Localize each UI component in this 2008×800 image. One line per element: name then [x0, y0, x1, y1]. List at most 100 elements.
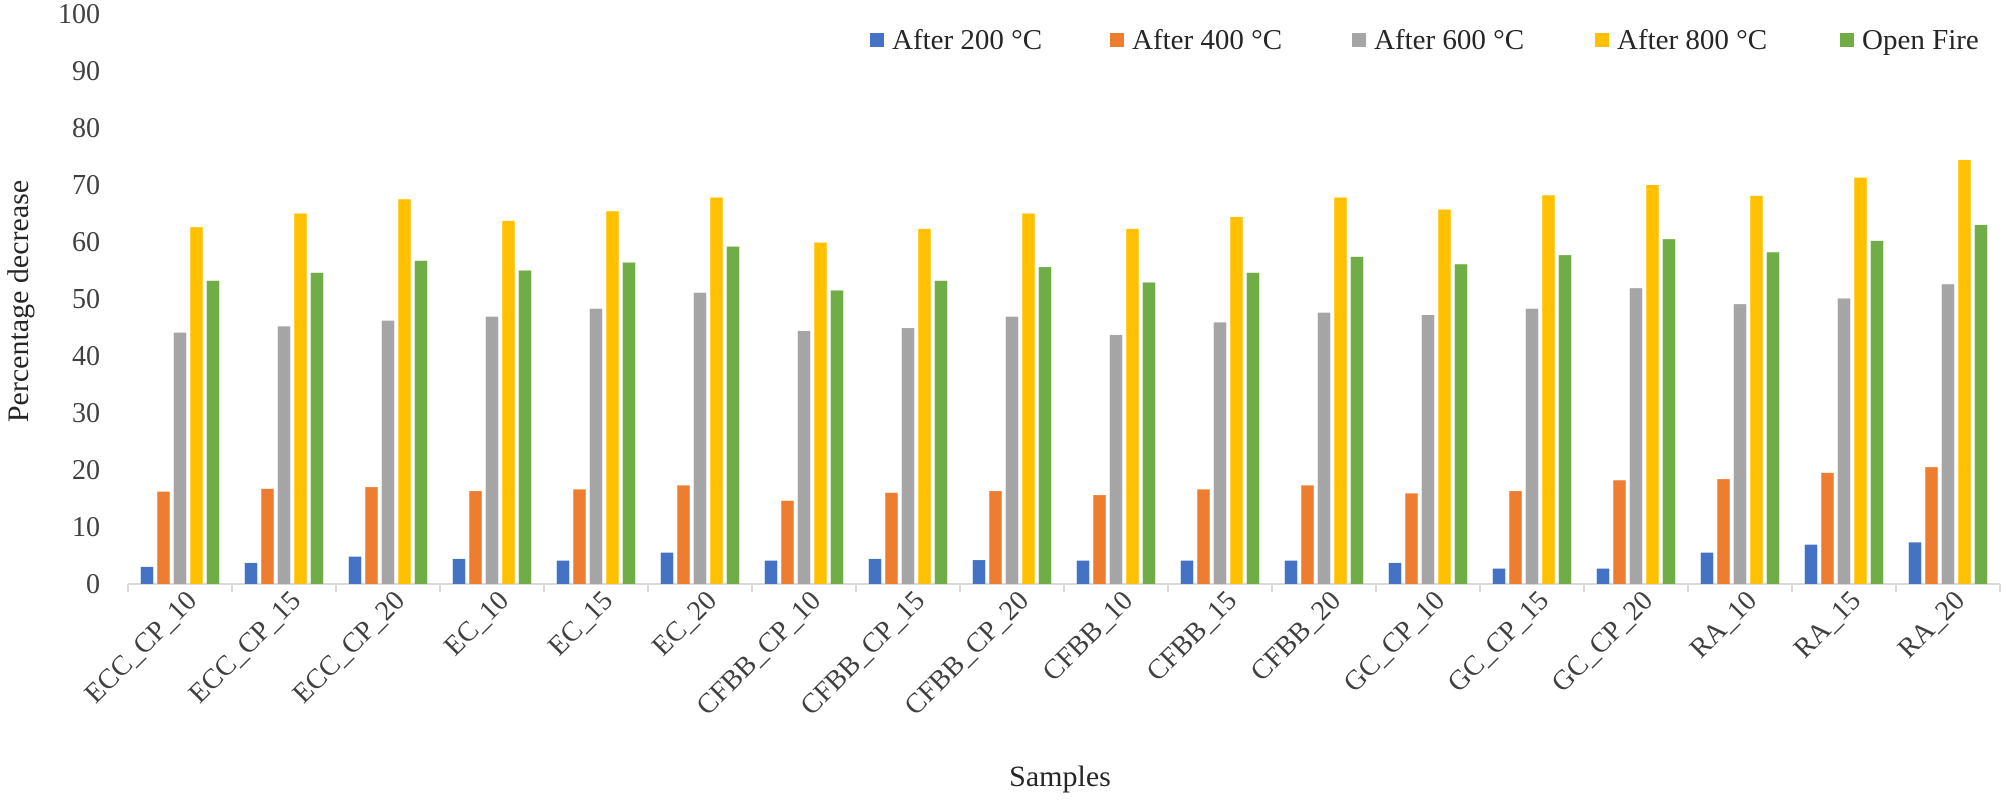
- bar: [1854, 177, 1867, 584]
- bar: [677, 485, 690, 584]
- bar: [157, 491, 170, 584]
- x-tick-label: GC_CP_20: [1546, 585, 1659, 698]
- x-tick-label: RA_10: [1684, 585, 1763, 664]
- bar: [1646, 185, 1659, 584]
- legend-label: Open Fire: [1862, 24, 1979, 56]
- bar: [1750, 195, 1763, 584]
- bar: [918, 228, 931, 584]
- bar: [1005, 316, 1019, 584]
- bar: [1596, 568, 1610, 584]
- bar: [1662, 239, 1676, 584]
- x-tick-label: ECC_CP_10: [79, 585, 203, 709]
- x-tick-label: EC_15: [542, 585, 619, 662]
- bar: [452, 558, 466, 584]
- bar: [173, 332, 187, 584]
- bar: [1334, 197, 1347, 585]
- y-tick-label: 40: [72, 341, 100, 372]
- x-tick-label: CFBB_15: [1141, 585, 1243, 687]
- y-tick-label: 0: [86, 569, 100, 600]
- bar: [1180, 560, 1194, 584]
- bar: [830, 290, 844, 584]
- bar: [310, 272, 324, 584]
- bar: [1126, 228, 1139, 584]
- bar: [693, 292, 707, 584]
- bar: [1438, 209, 1451, 584]
- bar: [710, 197, 723, 585]
- x-tick-label: RA_15: [1788, 585, 1867, 664]
- x-tick-label: CFBB_10: [1037, 585, 1139, 687]
- bar: [1197, 489, 1210, 584]
- bar: [814, 242, 827, 584]
- bar: [1870, 240, 1884, 585]
- bar: [1558, 255, 1572, 585]
- bar: [1492, 568, 1506, 584]
- bar: [244, 562, 258, 584]
- bar: [1509, 491, 1522, 584]
- x-tick-label: EC_10: [438, 585, 515, 662]
- y-tick-label: 100: [58, 0, 100, 30]
- bar: [589, 308, 603, 584]
- bar: [1142, 282, 1156, 584]
- legend-label: After 200 °C: [892, 24, 1042, 56]
- bar: [294, 213, 307, 584]
- bar: [1076, 560, 1090, 584]
- bar: [469, 491, 482, 584]
- y-tick-label: 10: [72, 512, 100, 543]
- bar: [1613, 480, 1626, 584]
- bar: [1958, 159, 1971, 585]
- bar: [1230, 216, 1243, 585]
- legend: After 200 °C After 400 °C After 600 °C Afte…: [870, 24, 1979, 56]
- bar: [206, 280, 220, 584]
- bar: [885, 492, 898, 584]
- legend-swatch: [870, 33, 884, 47]
- x-tick-label: CFBB_20: [1245, 585, 1347, 687]
- bar: [348, 556, 362, 584]
- bar: [660, 552, 674, 584]
- bar: [1733, 304, 1747, 584]
- bar: [1700, 552, 1714, 584]
- y-tick-label: 50: [72, 284, 100, 315]
- x-tick-label: EC_20: [646, 585, 723, 662]
- x-tick-label: GC_CP_15: [1442, 585, 1555, 698]
- bar: [398, 199, 411, 584]
- bar: [1213, 322, 1227, 584]
- y-tick-label: 70: [72, 170, 100, 201]
- legend-swatch: [1110, 33, 1124, 47]
- legend-swatch: [1595, 33, 1609, 47]
- bar: [190, 227, 203, 584]
- bar: [868, 558, 882, 584]
- bar: [1093, 495, 1106, 584]
- bar: [1542, 195, 1555, 584]
- bar: [606, 211, 619, 584]
- bar: [1908, 542, 1922, 584]
- bar: [1246, 272, 1260, 584]
- bar: [726, 246, 740, 584]
- bar: [622, 262, 636, 584]
- legend-label: After 600 °C: [1374, 24, 1524, 56]
- bar: [518, 270, 532, 584]
- y-tick-label: 30: [72, 398, 100, 429]
- bar: [1109, 334, 1123, 584]
- bar: [764, 560, 778, 584]
- x-tick-label: RA_20: [1892, 585, 1971, 664]
- bar: [1405, 493, 1418, 584]
- bar: [1629, 288, 1643, 584]
- bar: [1038, 267, 1052, 584]
- legend-label: After 400 °C: [1132, 24, 1282, 56]
- y-tick-label: 60: [72, 227, 100, 258]
- bar: [381, 320, 395, 584]
- bar: [1766, 252, 1780, 584]
- bar: [989, 491, 1002, 584]
- bar: [485, 316, 499, 584]
- x-axis-title: Samples: [1009, 760, 1111, 793]
- bar: [1821, 472, 1834, 584]
- bar: [140, 566, 154, 584]
- bar: [1974, 224, 1988, 584]
- bar: [573, 489, 586, 584]
- bar: [1717, 479, 1730, 584]
- x-tick-label: ECC_CP_20: [287, 585, 411, 709]
- plot-area: 0 10 20 30 40 50 60 70 80 90 100 ECC_CP_10ECC_CP_15…: [58, 0, 2001, 721]
- bar: [1284, 560, 1298, 584]
- bar: [1350, 256, 1364, 584]
- x-tick-label: ECC_CP_15: [183, 585, 307, 709]
